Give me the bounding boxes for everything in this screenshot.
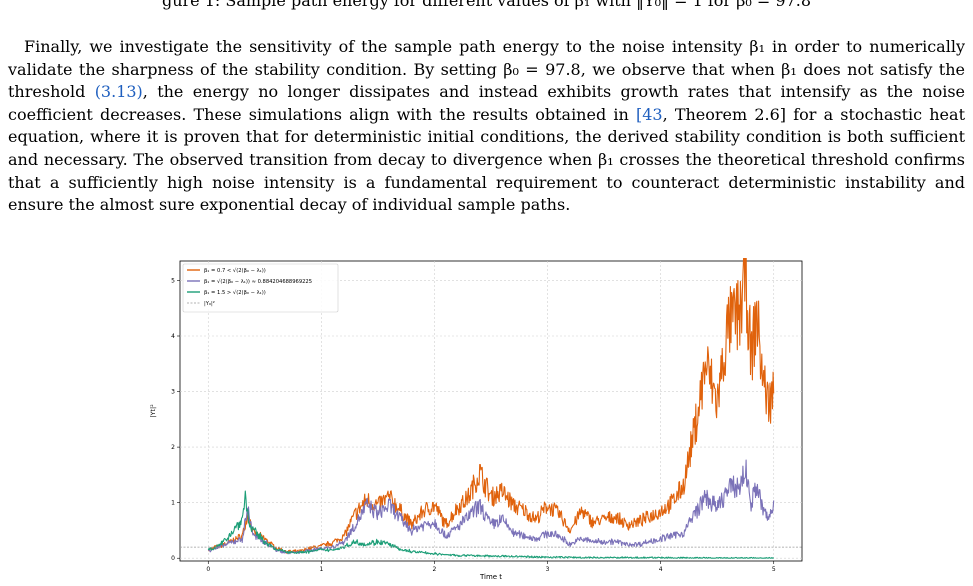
- citation-link[interactable]: (3.13): [94, 82, 143, 102]
- y-tick-label: 4: [171, 333, 175, 340]
- legend-label: |Y₀|²: [204, 301, 215, 307]
- series-line-2: [207, 490, 774, 559]
- y-tick-label: 5: [171, 277, 175, 284]
- paragraph-text: , Theorem 2.6] for a stochastic heat equ…: [8, 104, 965, 215]
- y-tick-label: 2: [171, 444, 175, 451]
- x-tick-label: 1: [319, 566, 323, 573]
- paragraph-text: , the energy no longer dissipates and in…: [8, 82, 965, 124]
- body-paragraph: Finally, we investigate the sensitivity …: [8, 36, 965, 217]
- x-tick-label: 3: [546, 566, 550, 573]
- legend-label: β₁ = √(2(β₀ − λ₁)) ≈ 0.884204688969225: [204, 278, 312, 285]
- series-line-0: [208, 258, 775, 554]
- legend: β₁ = 0.7 < √(2(β₀ − λ₁)) β₁ = √(2(β₀ − λ₁…: [182, 263, 339, 313]
- y-tick-label: 3: [171, 389, 175, 396]
- series-line-1: [208, 459, 775, 555]
- figure-caption-fragment: gure 1: Sample path energy for different…: [161, 0, 812, 10]
- legend-label: β₁ = 1.5 > √(2(β₀ − λ₁)): [204, 289, 266, 296]
- x-axis-label: Time t: [479, 573, 502, 581]
- y-axis-label: |Yt|²: [149, 404, 157, 418]
- x-tick-label: 5: [772, 566, 776, 573]
- series-group: [180, 258, 802, 559]
- y-tick-label: 0: [171, 555, 175, 562]
- paragraph-text: Finally, we investigate the sensitivity …: [8, 37, 965, 102]
- x-tick-label: 4: [659, 566, 663, 573]
- axes: 0 1 2 3 4 5 0 1 2 3 4 5: [171, 277, 776, 573]
- legend-label: β₁ = 0.7 < √(2(β₀ − λ₁)): [204, 267, 266, 274]
- citation-link[interactable]: [43: [635, 104, 663, 124]
- legend-box: [182, 263, 339, 313]
- y-tick-label: 1: [171, 500, 175, 507]
- x-tick-label: 0: [206, 566, 210, 573]
- plot-area-frame: [179, 260, 803, 562]
- x-tick-label: 2: [433, 566, 437, 573]
